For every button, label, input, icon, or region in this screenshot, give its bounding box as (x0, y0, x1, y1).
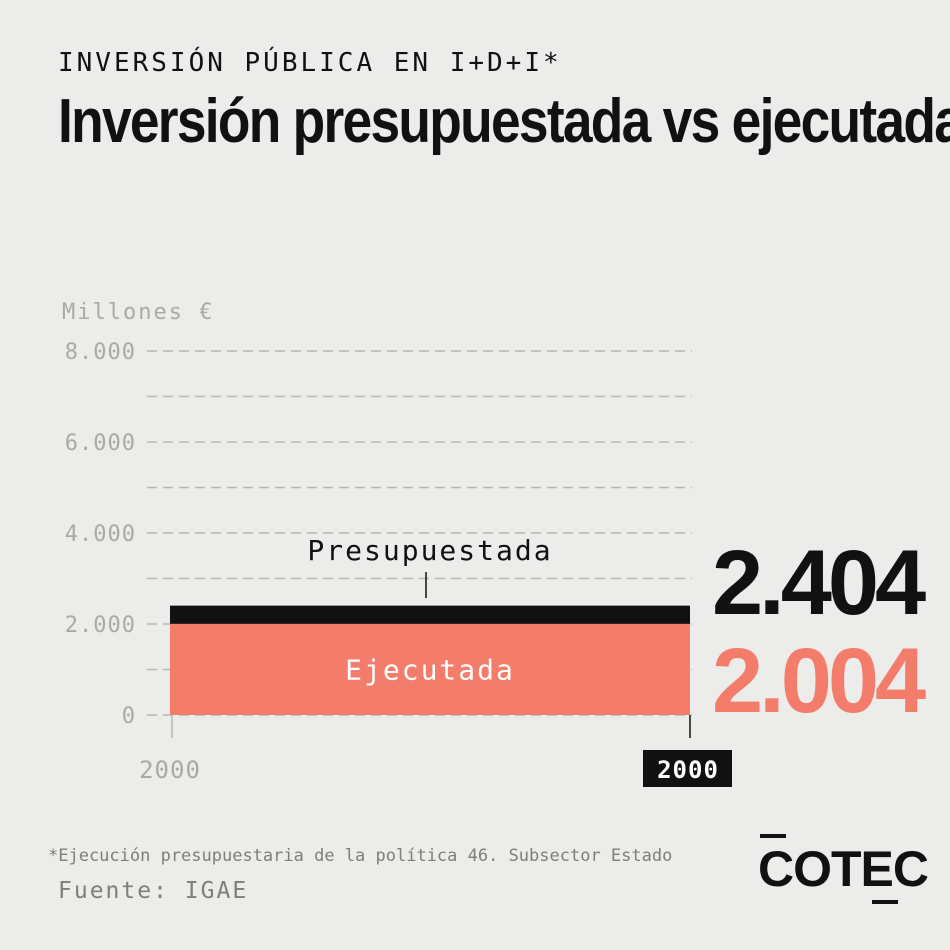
x-axis-start-label: 2000 (139, 756, 201, 784)
value-label-ejecutada: 2.004 (712, 630, 926, 732)
chart-kicker: INVERSIÓN PÚBLICA EN I+D+I* (58, 48, 562, 78)
y-tick-label: 8.000 (65, 340, 136, 365)
y-axis-unit-label: Millones € (62, 300, 214, 325)
x-axis: 2000 2000 (139, 715, 732, 787)
y-tick-label: 4.000 (65, 522, 136, 547)
series-label-ejecutada: Ejecutada (345, 653, 515, 686)
source-label: Fuente: IGAE (58, 878, 249, 904)
logo-text: COTEC (758, 841, 929, 897)
series-label-presupuestada: Presupuestada (307, 534, 552, 567)
value-label-presupuestada: 2.404 (712, 532, 926, 634)
x-axis-current-label: 2000 (657, 756, 719, 784)
x-axis-current-label-bg (643, 750, 732, 787)
cotec-logo: COTEC (758, 834, 929, 906)
footnote: *Ejecución presupuestaria de la política… (48, 846, 673, 866)
y-tick-label: 2.000 (65, 613, 136, 638)
bar-ejecutada (170, 623, 690, 715)
chart-title: Inversión presupuestada vs ejecutada (58, 87, 950, 156)
y-tick-label: 6.000 (65, 431, 136, 456)
y-axis-ticks: 0 2.000 4.000 6.000 8.000 (65, 340, 136, 729)
y-tick-label: 0 (122, 704, 136, 729)
